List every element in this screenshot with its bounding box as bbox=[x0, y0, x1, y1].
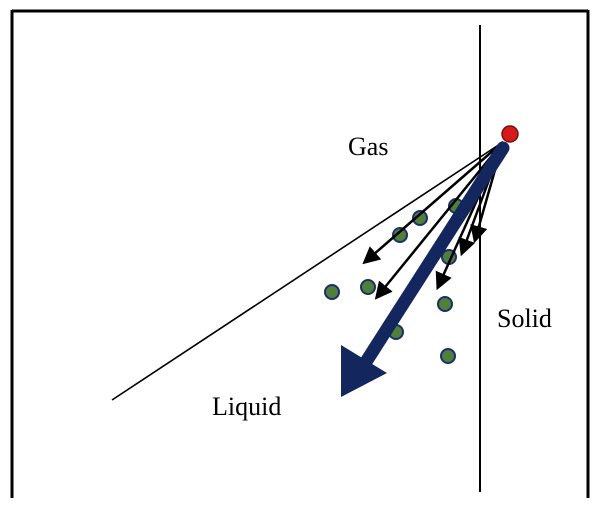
liquid-label: Liquid bbox=[212, 392, 281, 421]
molecule bbox=[412, 210, 428, 226]
dominant-arrow-head bbox=[341, 345, 387, 397]
molecule bbox=[440, 348, 456, 364]
dominant-arrow bbox=[341, 141, 510, 397]
solid-label: Solid bbox=[497, 304, 552, 333]
molecule bbox=[392, 227, 408, 243]
source-atom-icon bbox=[501, 125, 519, 143]
gas-label: Gas bbox=[348, 132, 388, 161]
small-arrow bbox=[374, 141, 504, 300]
dominant-arrow-shaft bbox=[355, 141, 510, 375]
molecule bbox=[437, 296, 453, 312]
molecule-group bbox=[324, 198, 464, 364]
small-arrow bbox=[362, 141, 504, 265]
liquid-gas-boundary-line bbox=[111, 141, 504, 401]
molecule bbox=[360, 279, 376, 295]
molecule bbox=[324, 284, 340, 300]
